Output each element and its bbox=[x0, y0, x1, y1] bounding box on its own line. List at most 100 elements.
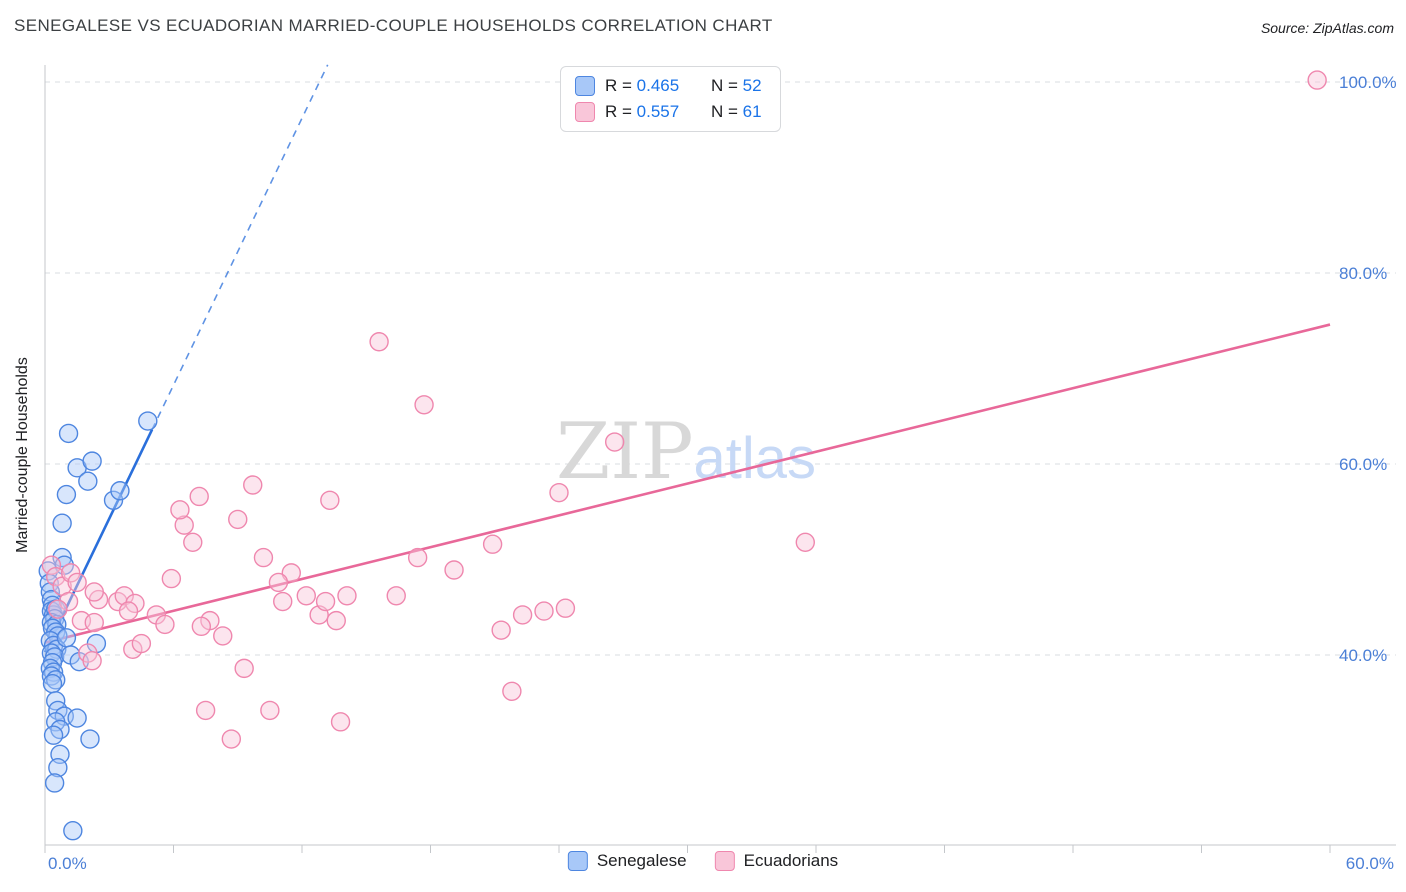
scatter-point-ecuadorians bbox=[296, 586, 316, 606]
scatter-point-senegalese bbox=[52, 513, 72, 533]
bottom-legend: Senegalese Ecuadorians bbox=[567, 851, 839, 871]
ecuadorians-n-stat: N = 61 bbox=[711, 102, 762, 122]
scatter-point-ecuadorians bbox=[48, 599, 68, 619]
y-tick-label: 60.0% bbox=[1339, 455, 1387, 474]
scatter-point-ecuadorians bbox=[228, 509, 248, 530]
scatter-point-ecuadorians bbox=[161, 568, 182, 589]
scatter-point-ecuadorians bbox=[482, 534, 503, 554]
legend-item-ecuadorians: Ecuadorians bbox=[714, 851, 839, 871]
scatter-point-ecuadorians bbox=[82, 651, 102, 671]
scatter-point-ecuadorians bbox=[189, 486, 209, 507]
legend-label-ecuadorians: Ecuadorians bbox=[743, 851, 839, 870]
scatter-point-ecuadorians bbox=[114, 586, 134, 606]
senegalese-swatch bbox=[575, 76, 595, 96]
trend-line-extension-senegalese bbox=[151, 64, 329, 430]
scatter-point-ecuadorians bbox=[195, 700, 216, 721]
ecuadorians-swatch bbox=[714, 851, 735, 871]
scatter-point-ecuadorians bbox=[414, 395, 434, 415]
scatter-point-senegalese bbox=[63, 821, 83, 841]
scatter-point-ecuadorians bbox=[491, 620, 511, 640]
scatter-point-ecuadorians bbox=[191, 616, 212, 637]
scatter-point-ecuadorians bbox=[1307, 70, 1327, 90]
scatter-point-ecuadorians bbox=[84, 582, 104, 602]
scatter-point-ecuadorians bbox=[534, 601, 554, 621]
legend-label-senegalese: Senegalese bbox=[596, 851, 687, 870]
scatter-point-ecuadorians bbox=[386, 586, 406, 606]
x-axis-max-label: 60.0% bbox=[1346, 854, 1394, 873]
senegalese-n-stat: N = 52 bbox=[711, 76, 762, 96]
scatter-point-ecuadorians bbox=[320, 490, 340, 510]
scatter-point-ecuadorians bbox=[260, 700, 280, 721]
chart-title: SENEGALESE VS ECUADORIAN MARRIED-COUPLE … bbox=[14, 16, 773, 35]
legend-row-ecuadorians: R = 0.557 N = 61 bbox=[575, 102, 762, 122]
scatter-point-ecuadorians bbox=[273, 591, 293, 612]
scatter-point-ecuadorians bbox=[84, 612, 104, 633]
scatter-point-ecuadorians bbox=[407, 547, 428, 568]
y-axis-title: Married-couple Households bbox=[14, 357, 31, 553]
scatter-point-ecuadorians bbox=[795, 532, 815, 553]
scatter-point-ecuadorians bbox=[221, 729, 242, 749]
scatter-point-ecuadorians bbox=[58, 591, 79, 612]
scatter-point-senegalese bbox=[52, 547, 72, 568]
scatter-point-ecuadorians bbox=[131, 633, 152, 654]
scatter-point-ecuadorians bbox=[243, 475, 263, 495]
scatter-point-senegalese bbox=[44, 773, 65, 793]
legend-row-senegalese: R = 0.465 N = 52 bbox=[575, 76, 762, 96]
n-label: N = bbox=[711, 76, 738, 95]
scatter-point-senegalese bbox=[103, 490, 124, 510]
senegalese-swatch bbox=[567, 851, 588, 871]
scatter-point-senegalese bbox=[110, 481, 130, 501]
scatter-point-ecuadorians bbox=[46, 566, 66, 587]
scatter-point-ecuadorians bbox=[213, 626, 233, 646]
scatter-point-ecuadorians bbox=[502, 681, 522, 701]
scatter-point-senegalese bbox=[82, 451, 102, 471]
scatter-point-ecuadorians bbox=[170, 500, 190, 520]
n-label: N = bbox=[711, 102, 738, 121]
legend-box: R = 0.465 N = 52 R = 0.557 N = 61 bbox=[560, 66, 781, 132]
source-attribution: Source: ZipAtlas.com bbox=[1260, 20, 1394, 36]
scatter-point-senegalese bbox=[138, 411, 158, 431]
ecuadorians-r-stat: R = 0.557 bbox=[605, 102, 701, 122]
x-axis-min-label: 0.0% bbox=[48, 854, 87, 873]
scatter-point-senegalese bbox=[80, 729, 100, 749]
scatter-point-senegalese bbox=[67, 708, 87, 728]
ecuadorians-swatch bbox=[575, 102, 595, 122]
scatter-point-senegalese bbox=[78, 471, 98, 491]
scatter-point-ecuadorians bbox=[268, 572, 289, 593]
scatter-point-ecuadorians bbox=[281, 563, 301, 583]
scatter-point-ecuadorians bbox=[234, 658, 254, 679]
scatter-point-ecuadorians bbox=[155, 614, 175, 635]
y-tick-label: 80.0% bbox=[1339, 264, 1387, 283]
scatter-point-ecuadorians bbox=[555, 598, 576, 618]
scatter-point-senegalese bbox=[56, 484, 77, 505]
scatter-point-ecuadorians bbox=[253, 547, 274, 568]
n-value: 52 bbox=[742, 76, 762, 95]
y-tick-label: 100.0% bbox=[1339, 73, 1397, 92]
scatter-point-ecuadorians bbox=[174, 515, 194, 535]
y-tick-label: 40.0% bbox=[1339, 646, 1387, 665]
trend-line-ecuadorians bbox=[44, 323, 1331, 644]
scatter-point-senegalese bbox=[42, 673, 63, 694]
r-label: R = bbox=[605, 102, 632, 121]
scatter-point-ecuadorians bbox=[512, 605, 533, 625]
scatter-point-ecuadorians bbox=[604, 432, 625, 452]
scatter-point-senegalese bbox=[43, 725, 64, 745]
scatter-point-ecuadorians bbox=[326, 610, 346, 631]
watermark: ZIPatlas bbox=[556, 407, 816, 497]
scatter-point-ecuadorians bbox=[125, 593, 145, 614]
r-value: 0.465 bbox=[636, 76, 680, 95]
scatter-point-ecuadorians bbox=[444, 560, 464, 580]
scatter-point-senegalese bbox=[56, 628, 77, 648]
scatter-point-ecuadorians bbox=[369, 332, 389, 352]
scatter-point-ecuadorians bbox=[183, 532, 203, 553]
senegalese-r-stat: R = 0.465 bbox=[605, 76, 701, 96]
scatter-point-ecuadorians bbox=[337, 586, 357, 606]
scatter-point-ecuadorians bbox=[330, 712, 351, 732]
scatter-point-senegalese bbox=[58, 423, 79, 444]
scatter-point-ecuadorians bbox=[315, 591, 336, 612]
r-label: R = bbox=[605, 76, 632, 95]
scatter-point-ecuadorians bbox=[41, 555, 62, 575]
scatter-point-senegalese bbox=[48, 757, 68, 778]
